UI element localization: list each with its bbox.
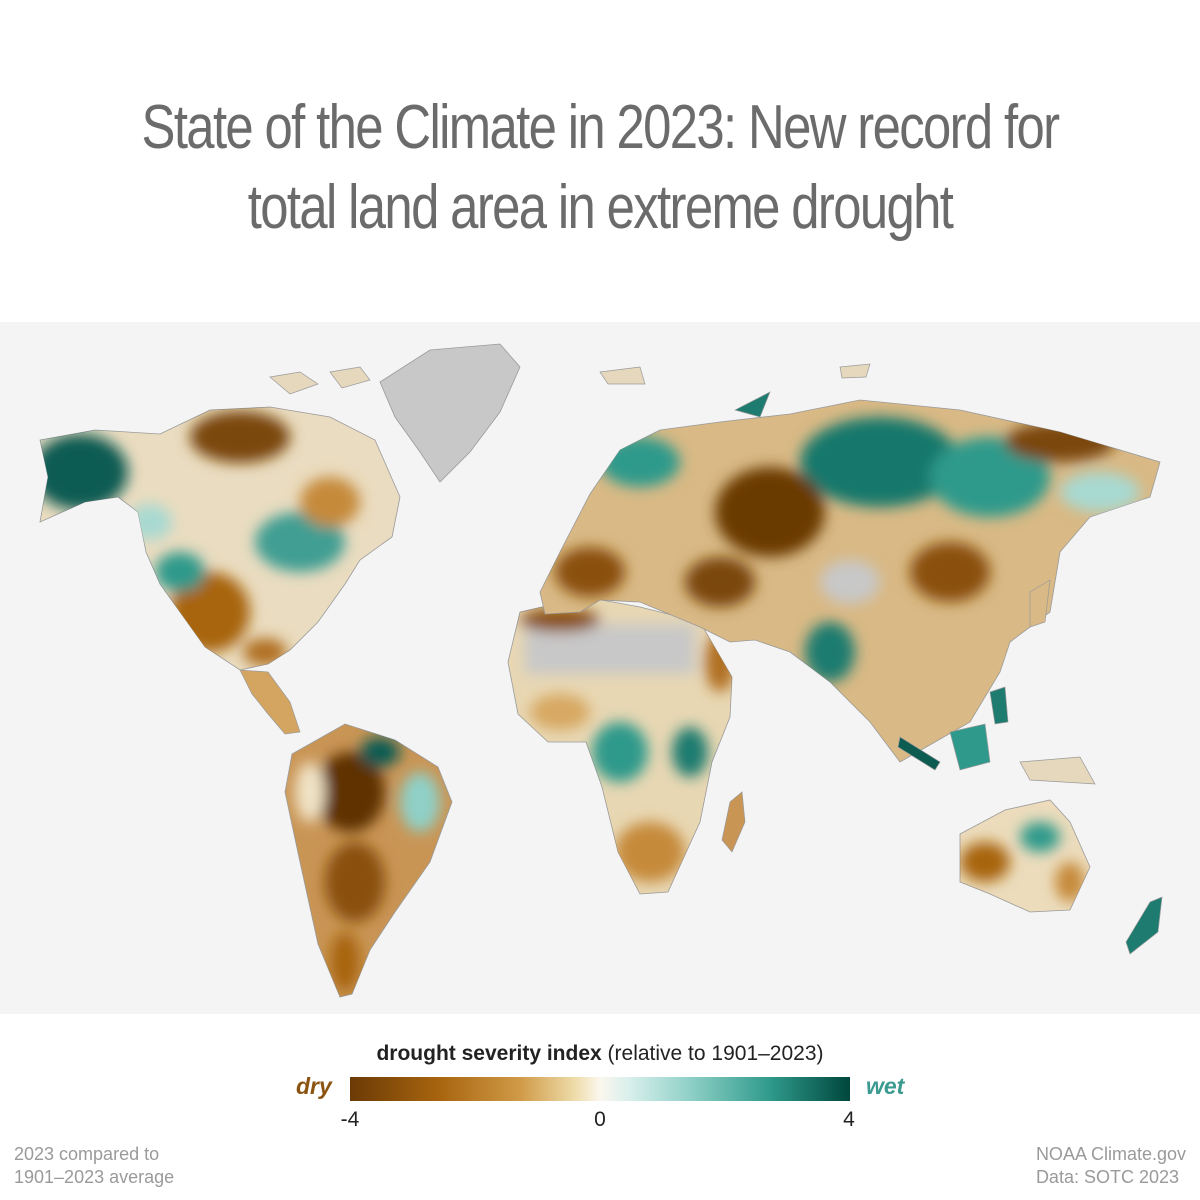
arctic-islands <box>269 363 871 418</box>
tick-max: 4 <box>843 1108 855 1131</box>
footnote-left-line-2: 1901–2023 average <box>14 1167 175 1187</box>
legend-title-rest: (relative to 1901–2023) <box>607 1042 824 1065</box>
wet-label: wet <box>866 1073 905 1099</box>
title-line-1: State of the Climate in 2023: New record… <box>141 93 1061 162</box>
colorbar <box>350 1077 850 1101</box>
tick-min: -4 <box>340 1108 360 1131</box>
southeast-asia-islands <box>897 579 1096 785</box>
world-drought-map <box>0 322 1200 1014</box>
legend-title: drought severity index (relative to 1901… <box>0 1042 1200 1066</box>
title-line-2: total land area in extreme drought <box>247 173 954 242</box>
legend-title-bold: drought severity index <box>376 1042 602 1065</box>
data-source-line: Data: SOTC 2023 <box>1035 1167 1180 1187</box>
footnote-left: 2023 compared to 1901–2023 average <box>14 1143 174 1189</box>
greenland <box>379 343 521 483</box>
footnote-right: NOAA Climate.gov Data: SOTC 2023 <box>1036 1143 1186 1189</box>
madagascar <box>721 791 746 853</box>
new-zealand <box>1125 896 1163 955</box>
dry-label: dry <box>296 1073 332 1099</box>
page-title: State of the Climate in 2023: New record… <box>108 88 1092 248</box>
credit-line: NOAA Climate.gov <box>1035 1144 1186 1164</box>
map-svg <box>39 343 1163 998</box>
north-america <box>39 406 401 671</box>
footnote-left-line-1: 2023 compared to <box>14 1144 160 1164</box>
tick-mid: 0 <box>594 1108 606 1131</box>
africa <box>507 596 733 895</box>
central-america <box>239 669 301 735</box>
australia <box>959 799 1091 913</box>
south-america <box>284 723 453 998</box>
